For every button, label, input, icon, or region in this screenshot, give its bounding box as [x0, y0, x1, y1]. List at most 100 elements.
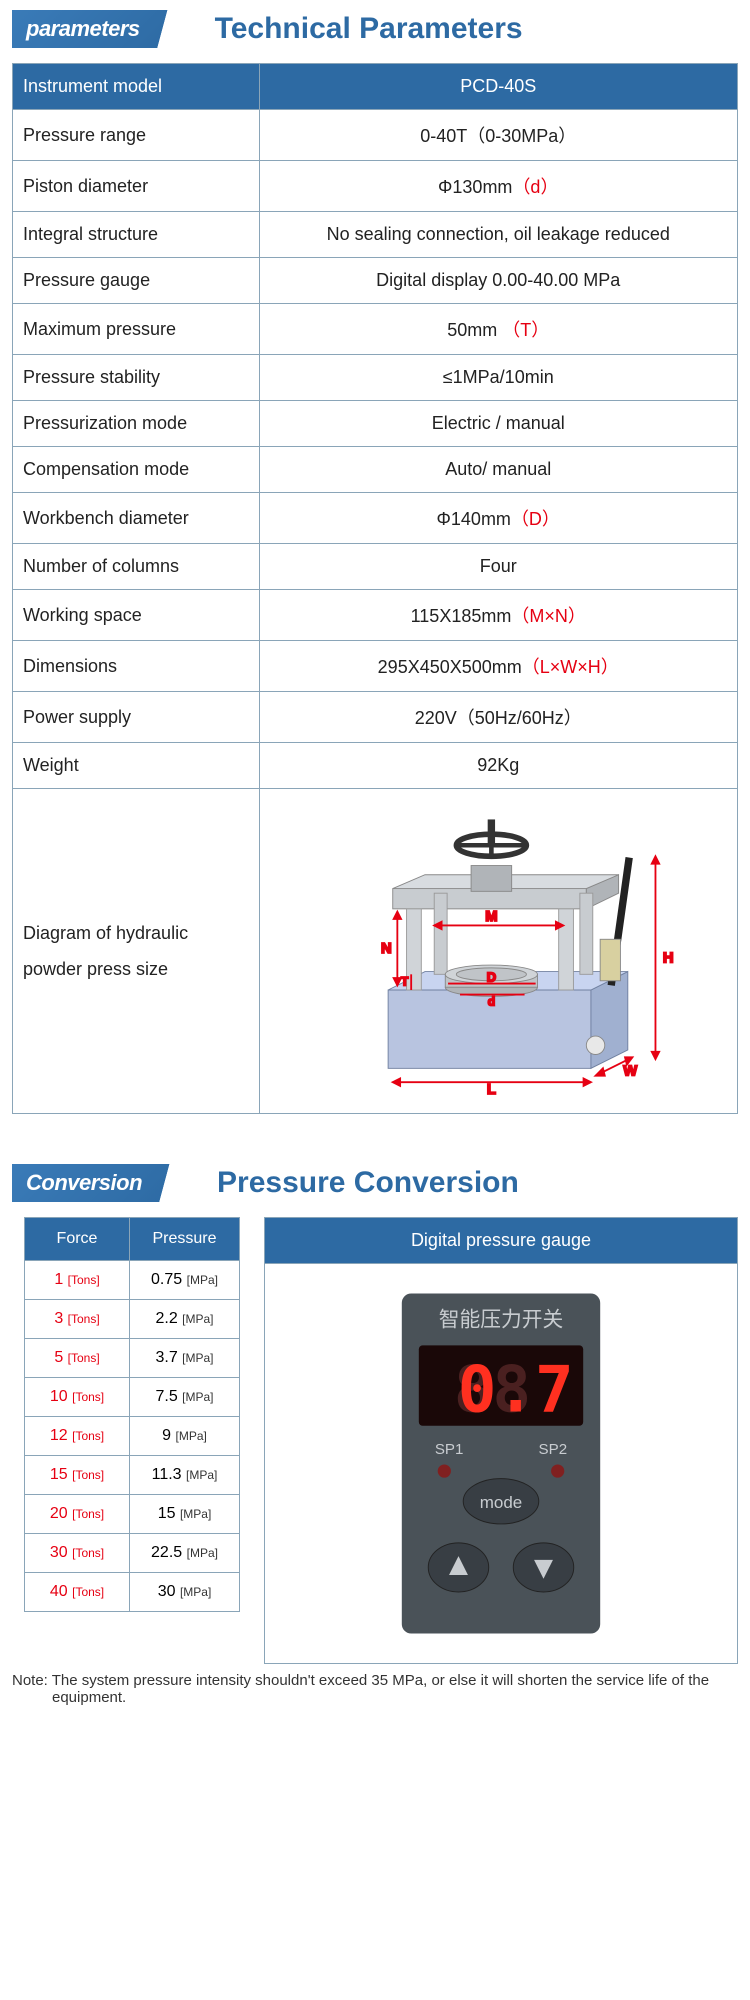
param-value: 92Kg [259, 743, 738, 789]
param-value: Electric / manual [259, 401, 738, 447]
th-pressure: Pressure [130, 1218, 240, 1261]
force-cell: 20 [Tons] [25, 1495, 130, 1534]
gauge-column: Digital pressure gauge 智能压力开关 88 0.7 SP1… [264, 1217, 738, 1664]
footnote: Note: The system pressure intensity shou… [12, 1672, 738, 1706]
svg-text:D: D [486, 970, 495, 985]
svg-text:SP2: SP2 [539, 1441, 568, 1458]
section-tag: parameters [12, 10, 175, 48]
conversion-table: Force Pressure 1 [Tons]0.75 [MPa]3 [Tons… [24, 1217, 240, 1612]
svg-text:N: N [380, 941, 391, 957]
table-row: 1 [Tons]0.75 [MPa] [25, 1261, 240, 1300]
force-cell: 40 [Tons] [25, 1573, 130, 1612]
section-title: Pressure Conversion [217, 1166, 519, 1200]
param-value: Four [259, 544, 738, 590]
svg-text:W: W [623, 1064, 637, 1080]
svg-text:T: T [401, 974, 409, 988]
force-cell: 30 [Tons] [25, 1534, 130, 1573]
pressure-cell: 11.3 [MPa] [130, 1456, 240, 1495]
svg-text:智能压力开关: 智能压力开关 [439, 1309, 564, 1332]
param-value: No sealing connection, oil leakage reduc… [259, 212, 738, 258]
pressure-cell: 22.5 [MPa] [130, 1534, 240, 1573]
param-label: Pressurization mode [13, 401, 260, 447]
param-value: Φ130mm（d） [259, 161, 738, 212]
table-row: Pressurization modeElectric / manual [13, 401, 738, 447]
param-label: Compensation mode [13, 447, 260, 493]
param-label: Dimensions [13, 641, 260, 692]
table-row: 15 [Tons]11.3 [MPa] [25, 1456, 240, 1495]
param-label: Integral structure [13, 212, 260, 258]
param-label: Weight [13, 743, 260, 789]
force-cell: 1 [Tons] [25, 1261, 130, 1300]
force-cell: 5 [Tons] [25, 1339, 130, 1378]
svg-text:mode: mode [480, 1493, 523, 1512]
table-row: 3 [Tons]2.2 [MPa] [25, 1300, 240, 1339]
table-row: Workbench diameterΦ140mm（D） [13, 493, 738, 544]
table-row: Pressure stability≤1MPa/10min [13, 355, 738, 401]
param-value: Φ140mm（D） [259, 493, 738, 544]
table-row: Piston diameterΦ130mm（d） [13, 161, 738, 212]
param-label: Workbench diameter [13, 493, 260, 544]
param-label: Power supply [13, 692, 260, 743]
diagram-label: Diagram of hydraulic powder press size [13, 789, 260, 1114]
param-value: Digital display 0.00-40.00 MPa [259, 258, 738, 304]
svg-text:SP1: SP1 [435, 1441, 464, 1458]
th-model-value: PCD-40S [259, 64, 738, 110]
table-row: Compensation modeAuto/ manual [13, 447, 738, 493]
svg-text:L: L [486, 1082, 495, 1096]
param-label: Working space [13, 590, 260, 641]
svg-text:d: d [487, 995, 494, 1009]
force-cell: 10 [Tons] [25, 1378, 130, 1417]
svg-text:0.7: 0.7 [458, 1353, 574, 1428]
table-row: Number of columnsFour [13, 544, 738, 590]
gauge-header: Digital pressure gauge [264, 1217, 738, 1264]
table-row: 30 [Tons]22.5 [MPa] [25, 1534, 240, 1573]
param-label: Pressure stability [13, 355, 260, 401]
press-diagram: M N D d T L [259, 789, 738, 1114]
table-row: 20 [Tons]15 [MPa] [25, 1495, 240, 1534]
section-title: Technical Parameters [215, 12, 523, 46]
param-value: Auto/ manual [259, 447, 738, 493]
table-row: Maximum pressure50mm （T） [13, 304, 738, 355]
param-value: 295X450X500mm（L×W×H） [259, 641, 738, 692]
section-header-conversion: Conversion Pressure Conversion [12, 1164, 738, 1202]
param-value: 50mm （T） [259, 304, 738, 355]
pressure-cell: 3.7 [MPa] [130, 1339, 240, 1378]
pressure-cell: 9 [MPa] [130, 1417, 240, 1456]
param-label: Number of columns [13, 544, 260, 590]
gauge-body: 智能压力开关 88 0.7 SP1 SP2 mode [264, 1264, 738, 1664]
table-row: Dimensions295X450X500mm（L×W×H） [13, 641, 738, 692]
table-row: Pressure gaugeDigital display 0.00-40.00… [13, 258, 738, 304]
table-row: 5 [Tons]3.7 [MPa] [25, 1339, 240, 1378]
svg-text:M: M [485, 909, 497, 925]
force-cell: 15 [Tons] [25, 1456, 130, 1495]
table-row: 10 [Tons]7.5 [MPa] [25, 1378, 240, 1417]
param-label: Pressure gauge [13, 258, 260, 304]
param-label: Pressure range [13, 110, 260, 161]
param-value: 0-40T（0-30MPa） [259, 110, 738, 161]
pressure-cell: 2.2 [MPa] [130, 1300, 240, 1339]
th-instrument-model: Instrument model [13, 64, 260, 110]
param-value: ≤1MPa/10min [259, 355, 738, 401]
technical-parameters-table: Instrument model PCD-40S Pressure range0… [12, 63, 738, 1114]
section-tag: Conversion [12, 1164, 177, 1202]
pressure-cell: 15 [MPa] [130, 1495, 240, 1534]
param-label: Maximum pressure [13, 304, 260, 355]
pressure-cell: 30 [MPa] [130, 1573, 240, 1612]
table-row: Weight92Kg [13, 743, 738, 789]
table-row: Pressure range0-40T（0-30MPa） [13, 110, 738, 161]
th-force: Force [25, 1218, 130, 1261]
section-header-parameters: parameters Technical Parameters [12, 10, 738, 48]
pressure-cell: 7.5 [MPa] [130, 1378, 240, 1417]
table-row: 12 [Tons]9 [MPa] [25, 1417, 240, 1456]
table-row: Power supply220V（50Hz/60Hz） [13, 692, 738, 743]
pressure-cell: 0.75 [MPa] [130, 1261, 240, 1300]
table-row: Integral structureNo sealing connection,… [13, 212, 738, 258]
param-value: 220V（50Hz/60Hz） [259, 692, 738, 743]
svg-text:H: H [662, 950, 673, 966]
param-value: 115X185mm（M×N） [259, 590, 738, 641]
param-label: Piston diameter [13, 161, 260, 212]
table-row: 40 [Tons]30 [MPa] [25, 1573, 240, 1612]
force-cell: 3 [Tons] [25, 1300, 130, 1339]
table-row: Working space115X185mm（M×N） [13, 590, 738, 641]
force-cell: 12 [Tons] [25, 1417, 130, 1456]
